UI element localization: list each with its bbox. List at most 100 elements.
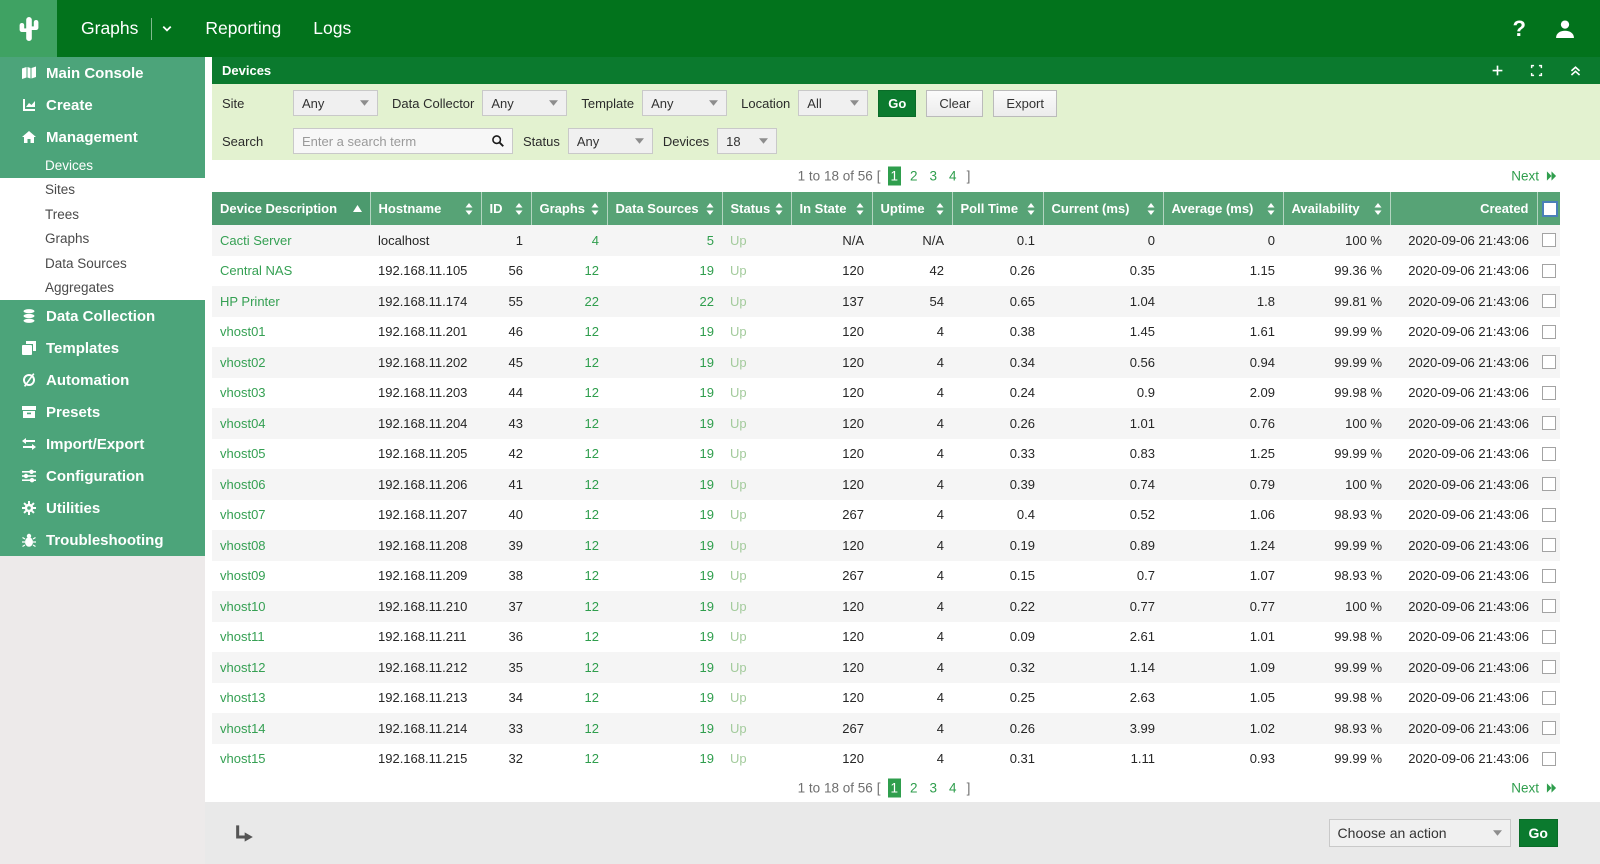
page-link-1[interactable]: 1 [887,778,902,798]
device-link[interactable]: vhost05 [220,446,266,462]
column-header-id[interactable]: ID [481,192,532,225]
cell-uptime: 4 [936,507,944,523]
page-link-2[interactable]: 2 [910,780,918,796]
sidebar-item-graphs[interactable]: Graphs [0,226,205,251]
device-link[interactable]: vhost06 [220,476,266,492]
device-link[interactable]: vhost12 [220,659,266,675]
column-header-poll-time[interactable]: Poll Time [952,192,1044,225]
page-link-1[interactable]: 1 [887,166,902,186]
row-checkbox[interactable] [1541,751,1556,766]
column-header-hostname[interactable]: Hostname [370,192,482,225]
add-device-icon[interactable] [1491,64,1504,77]
device-link[interactable]: vhost10 [220,598,266,614]
sidebar-item-devices[interactable]: Devices [0,153,205,178]
row-checkbox[interactable] [1541,721,1556,736]
row-checkbox[interactable] [1541,446,1556,461]
action-go-button[interactable]: Go [1518,819,1558,847]
select-all-checkbox[interactable] [1541,200,1558,217]
column-header-in-state[interactable]: In State [791,192,873,225]
filter-select-site[interactable]: Any [293,90,378,116]
device-link[interactable]: vhost04 [220,415,266,431]
row-checkbox[interactable] [1541,538,1556,553]
device-link[interactable]: vhost09 [220,568,266,584]
row-checkbox[interactable] [1541,233,1556,248]
row-checkbox[interactable] [1541,660,1556,675]
device-link[interactable]: vhost03 [220,385,266,401]
row-checkbox[interactable] [1541,477,1556,492]
row-checkbox[interactable] [1541,416,1556,431]
device-link[interactable]: vhost01 [220,324,266,340]
filter-select-template[interactable]: Any [642,90,728,116]
action-select[interactable]: Choose an action [1328,819,1511,847]
next-link[interactable]: Next [1511,169,1558,184]
filter-select-data-collector[interactable]: Any [482,90,568,116]
search-input[interactable] [294,133,491,149]
next-link[interactable]: Next [1511,781,1558,796]
row-checkbox[interactable] [1541,324,1556,339]
sidebar-item-trees[interactable]: Trees [0,202,205,227]
row-checkbox[interactable] [1541,294,1556,309]
column-header-average-ms[interactable]: Average (ms) [1163,192,1284,225]
device-link[interactable]: vhost14 [220,720,266,736]
column-header-graphs[interactable]: Graphs [531,192,608,225]
nav-tab-logs[interactable]: Logs [297,0,367,57]
sidebar-item-templates[interactable]: Templates [0,332,205,364]
device-link[interactable]: vhost13 [220,690,266,706]
device-link[interactable]: HP Printer [220,293,280,309]
export-button[interactable]: Export [993,89,1057,117]
column-header-device-description[interactable]: Device Description [212,192,371,225]
sidebar-item-main-console[interactable]: Main Console [0,57,205,89]
column-header-data-sources[interactable]: Data Sources [607,192,723,225]
filter-select-location[interactable]: All [798,90,869,116]
device-link[interactable]: vhost07 [220,507,266,523]
device-link[interactable]: vhost15 [220,751,266,767]
nav-tab-graphs[interactable]: Graphs [65,0,189,57]
sidebar-item-sites[interactable]: Sites [0,177,205,202]
sidebar-item-aggregates[interactable]: Aggregates [0,275,205,300]
page-link-3[interactable]: 3 [929,168,938,184]
nav-tab-reporting[interactable]: Reporting [189,0,297,57]
page-link-3[interactable]: 3 [929,780,938,796]
sidebar-item-create[interactable]: Create [0,89,205,121]
collapse-panel-icon[interactable] [1569,64,1582,77]
column-header-status[interactable]: Status [722,192,792,225]
row-checkbox[interactable] [1541,507,1556,522]
device-link[interactable]: vhost08 [220,537,266,553]
row-checkbox[interactable] [1541,690,1556,705]
clear-button[interactable]: Clear [926,89,984,117]
device-link[interactable]: vhost02 [220,354,266,370]
page-link-4[interactable]: 4 [949,780,957,796]
sidebar-item-configuration[interactable]: Configuration [0,460,205,492]
row-checkbox[interactable] [1541,568,1556,583]
user-icon[interactable] [1554,18,1576,40]
column-header-created[interactable]: Created [1390,192,1538,225]
status-select[interactable]: Any [567,128,653,154]
device-link[interactable]: Cacti Server [220,232,292,248]
sidebar-item-data-sources[interactable]: Data Sources [0,251,205,276]
row-checkbox[interactable] [1541,263,1556,278]
row-checkbox[interactable] [1541,629,1556,644]
sidebar-item-presets[interactable]: Presets [0,396,205,428]
help-icon[interactable]: ? [1512,15,1526,41]
column-header-availability[interactable]: Availability [1283,192,1391,225]
column-header-uptime[interactable]: Uptime [872,192,953,225]
column-header-current-ms[interactable]: Current (ms) [1043,192,1164,225]
device-link[interactable]: Central NAS [220,263,293,279]
sidebar-item-utilities[interactable]: Utilities [0,492,205,524]
row-checkbox[interactable] [1541,385,1556,400]
sidebar-item-management[interactable]: Management [0,121,205,153]
devices-per-page-select[interactable]: 18 [717,128,778,154]
search-icon[interactable] [491,134,505,148]
row-checkbox[interactable] [1541,355,1556,370]
sidebar-item-troubleshooting[interactable]: Troubleshooting [0,524,205,556]
row-checkbox[interactable] [1541,599,1556,614]
sidebar-item-data-collection[interactable]: Data Collection [0,300,205,332]
fullscreen-icon[interactable] [1530,64,1543,77]
sidebar-item-import-export[interactable]: Import/Export [0,428,205,460]
go-button[interactable]: Go [878,89,917,117]
sidebar-item-automation[interactable]: Automation [0,364,205,396]
cacti-logo[interactable] [0,0,57,57]
page-link-2[interactable]: 2 [910,168,918,184]
page-link-4[interactable]: 4 [949,168,957,184]
device-link[interactable]: vhost11 [220,629,265,645]
